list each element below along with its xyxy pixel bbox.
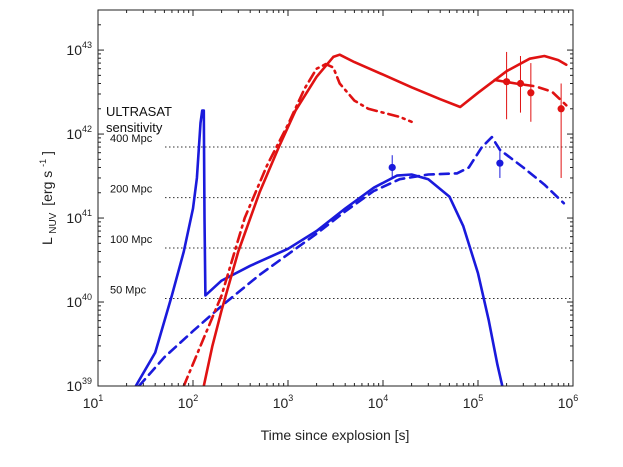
y-axis-label-units-exp: -1: [38, 159, 48, 167]
y-tick-exp: 42: [82, 124, 92, 134]
x-axis-label: Time since explosion [s]: [261, 427, 410, 443]
y-tick-label: 1039: [66, 376, 92, 394]
data-point: [502, 78, 511, 86]
x-tick-base: 10: [273, 395, 289, 411]
series-red-dashdot: [182, 62, 413, 386]
x-tick-label: 101: [83, 393, 104, 411]
x-tick-label: 102: [178, 393, 199, 411]
x-tick-label: 106: [558, 393, 579, 411]
x-tick-exp: 2: [193, 393, 198, 403]
y-tick-exp: 43: [82, 40, 92, 50]
y-axis-label-main: L: [39, 237, 55, 245]
y-tick-base: 10: [66, 294, 82, 310]
y-axis-label-sub: NUV: [48, 212, 59, 233]
x-tick-base: 10: [178, 395, 194, 411]
x-tick-exp: 4: [383, 393, 388, 403]
y-axis-label: L NUV [erg s -1 ]: [33, 151, 59, 245]
y-tick-exp: 39: [82, 376, 92, 386]
y-tick-label: 1041: [66, 208, 92, 226]
x-tick-base: 10: [368, 395, 384, 411]
y-tick-base: 10: [66, 210, 82, 226]
plot-frame: [97, 9, 574, 387]
y-tick-label: 1040: [66, 292, 92, 310]
y-axis-label-units-close: ]: [39, 151, 55, 155]
sensitivity-title-line2: sensitivity: [106, 120, 163, 135]
y-tick-label: 1042: [66, 124, 92, 142]
sensitivity-label: 50 Mpc: [110, 285, 147, 297]
data-point: [496, 159, 504, 167]
sensitivity-label: 100 Mpc: [110, 234, 153, 246]
data-point: [527, 89, 535, 97]
series-blue-solid: [134, 109, 504, 386]
x-tick-exp: 5: [478, 393, 483, 403]
data-point: [557, 105, 565, 113]
y-tick-exp: 41: [82, 208, 92, 218]
sensitivity-label: 200 Mpc: [110, 184, 153, 196]
x-tick-label: 105: [463, 393, 484, 411]
y-tick-base: 10: [66, 378, 82, 394]
series-red-solid: [202, 53, 568, 386]
sensitivity-title-line1: ULTRASAT: [106, 104, 172, 119]
y-tick-label: 1043: [66, 40, 92, 58]
sensitivity-title: ULTRASAT sensitivity: [106, 104, 175, 135]
x-tick-label: 104: [368, 393, 389, 411]
x-tick-exp: 6: [573, 393, 578, 403]
x-tick-exp: 3: [288, 393, 293, 403]
y-tick-base: 10: [66, 42, 82, 58]
x-tick-label: 103: [273, 393, 294, 411]
y-tick-exp: 40: [82, 292, 92, 302]
y-tick-base: 10: [66, 126, 82, 142]
sensitivity-label: 400 Mpc: [110, 133, 153, 145]
x-tick-base: 10: [463, 395, 479, 411]
data-point: [516, 79, 525, 88]
x-tick-base: 10: [558, 395, 574, 411]
x-tick-base: 10: [83, 395, 99, 411]
y-axis-label-units: [erg s: [39, 171, 55, 206]
x-tick-exp: 1: [98, 393, 103, 403]
data-point: [388, 163, 396, 172]
